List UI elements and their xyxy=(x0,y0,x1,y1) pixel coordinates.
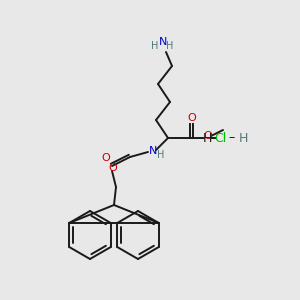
Text: H: H xyxy=(166,41,174,51)
Text: H: H xyxy=(157,150,165,160)
Text: O: O xyxy=(102,153,110,163)
Text: N: N xyxy=(159,37,167,47)
Text: H: H xyxy=(238,131,248,145)
Text: N: N xyxy=(149,146,157,156)
Text: –: – xyxy=(229,131,235,145)
Text: O: O xyxy=(109,163,117,173)
Text: H: H xyxy=(202,131,212,145)
Text: Cl: Cl xyxy=(214,131,226,145)
Text: H: H xyxy=(151,41,159,51)
Text: O: O xyxy=(204,131,212,141)
Text: O: O xyxy=(187,113,196,123)
